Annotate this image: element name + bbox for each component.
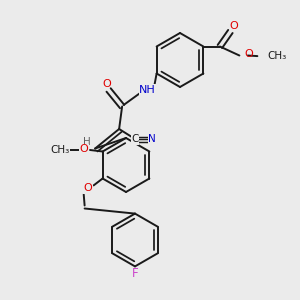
Text: O: O	[80, 144, 88, 154]
Text: O: O	[103, 79, 112, 89]
Text: CH₃: CH₃	[267, 51, 286, 61]
Text: F: F	[132, 267, 138, 280]
Text: N: N	[148, 134, 156, 145]
Text: NH: NH	[139, 85, 156, 95]
Text: O: O	[244, 49, 253, 59]
Text: O: O	[230, 21, 238, 32]
Text: C: C	[131, 134, 138, 145]
Text: O: O	[83, 183, 92, 194]
Text: H: H	[83, 137, 91, 147]
Text: CH₃: CH₃	[50, 145, 69, 155]
